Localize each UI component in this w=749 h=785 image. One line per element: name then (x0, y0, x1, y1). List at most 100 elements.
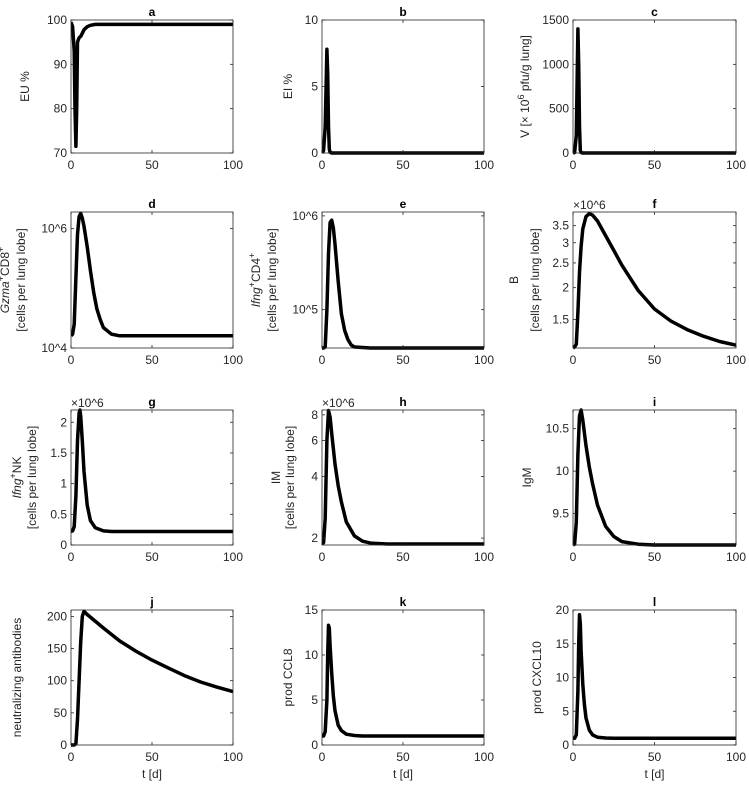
subplot-title: f (653, 197, 658, 211)
x-tick-label: 50 (145, 353, 159, 367)
y-axis-label: prod CCL8 (281, 648, 295, 706)
y-axis-label-part: EI % (281, 74, 295, 100)
subplot-j: 0 50 100 0 50 100 150 200 j neutralizing antibodi… (10, 595, 243, 781)
y-axis-label: IM (269, 471, 283, 484)
x-tick-label: 50 (396, 353, 410, 367)
y-axis-label: Ifng+​CD4+​ (247, 253, 263, 308)
y-tick-label: 0.5 (50, 507, 67, 521)
y-tick-label: 10^4 (41, 341, 67, 355)
y-axis-label: [cells per lung lobe] (25, 426, 39, 529)
y-tick-label: 0 (311, 146, 318, 160)
axes-box (572, 409, 737, 546)
subplot-e: 0 50 100 10^5 10^6 e Ifng+​CD4+​[cells per lun… (247, 197, 494, 367)
y-axis-label-part: CD8 (0, 252, 12, 276)
y-axis-label: B (507, 276, 521, 284)
x-tick-label: 50 (648, 158, 662, 172)
y-axis-label-part: NK (10, 457, 24, 474)
subplot-title: a (149, 5, 156, 19)
axes-box (572, 19, 737, 154)
series-line-i (573, 408, 736, 547)
subplot-title: b (399, 5, 406, 19)
subplot-title: k (400, 595, 407, 609)
y-tick-label: 500 (549, 102, 569, 116)
x-tick-label: 0 (319, 353, 326, 367)
y-axis-label: neutralizing antibodies (10, 618, 24, 737)
x-tick-label: 100 (223, 353, 243, 367)
x-tick-label: 100 (726, 550, 746, 564)
y-axis-label-part: prod CCL8 (281, 648, 295, 706)
x-tick-label: 0 (570, 353, 577, 367)
y-tick-label: 2 (562, 281, 569, 295)
x-tick-label: 50 (648, 550, 662, 564)
y-axis-label-part: Gzma (0, 281, 12, 313)
y-tick-label: 3 (562, 236, 569, 250)
y-tick-label: 1.5 (50, 446, 67, 460)
x-tick-label: 100 (223, 750, 243, 764)
x-tick-label: 50 (145, 550, 159, 564)
y-tick-label: 90 (54, 57, 68, 71)
series-line-a (71, 21, 233, 149)
y-tick-label: 10^6 (292, 209, 318, 223)
y-axis-label-part: CD4 (249, 258, 263, 282)
y-tick-label: 1000 (542, 57, 569, 71)
y-tick-label: 10 (556, 464, 570, 478)
axes-box (572, 211, 737, 349)
y-axis-label-part: neutralizing antibodies (10, 618, 24, 737)
x-tick-label: 50 (396, 750, 410, 764)
x-axis-label: t [d] (142, 767, 162, 781)
x-tick-label: 100 (474, 750, 494, 764)
y-tick-label: 10 (556, 671, 570, 685)
x-tick-label: 0 (68, 158, 75, 172)
y-axis-label-part: IM (269, 471, 283, 484)
y-axis-label-part: pfu/g lung] (518, 35, 532, 94)
y-tick-label: 4 (311, 469, 318, 483)
x-axis-label: t [d] (644, 767, 664, 781)
y-exponent-label: ×10^6 (322, 396, 355, 410)
x-tick-label: 100 (223, 158, 243, 172)
y-exponent-label: ×10^6 (71, 396, 104, 410)
subplot-d: 0 50 100 10^4 10^6 d Gzma+​CD8+​[cells per lun… (0, 197, 243, 367)
y-tick-label: 10^5 (292, 303, 318, 317)
y-axis-label-part: + (8, 473, 18, 478)
subplot-title: j (149, 595, 153, 609)
y-axis-label-part: Ifng (10, 478, 24, 498)
x-axis-label: t [d] (393, 767, 413, 781)
series-line-h (322, 408, 484, 546)
subplot-a: 0 50 100 70 80 90 100 a EU % (18, 5, 243, 172)
subplot-title: l (653, 595, 656, 609)
y-axis-label-part: EU % (18, 71, 32, 102)
subplot-title: i (653, 395, 656, 409)
x-tick-label: 0 (319, 550, 326, 564)
y-axis-label: [cells per lung lobe] (283, 426, 297, 529)
series-line-l (573, 612, 736, 741)
y-tick-label: 1.5 (552, 313, 569, 327)
y-tick-label: 10.5 (546, 422, 570, 436)
y-tick-label: 10 (305, 648, 319, 662)
series-line-g (71, 408, 233, 534)
y-tick-label: 100 (47, 674, 67, 688)
x-tick-label: 50 (145, 158, 159, 172)
y-tick-label: 1 (60, 477, 67, 491)
x-tick-label: 50 (648, 750, 662, 764)
y-axis-label-part: [cells per lung lobe] (14, 228, 28, 331)
y-tick-label: 0 (311, 738, 318, 752)
y-axis-label-part: [cells per lung lobe] (528, 228, 542, 331)
y-tick-label: 10 (305, 13, 319, 27)
y-axis-label-part: [cells per lung lobe] (25, 426, 39, 529)
x-tick-label: 100 (726, 750, 746, 764)
y-axis-label-part: 6 (516, 95, 526, 100)
y-axis-label-part: + (247, 253, 257, 258)
y-tick-label: 2 (60, 415, 67, 429)
x-tick-label: 100 (726, 158, 746, 172)
y-tick-label: 0 (562, 146, 569, 160)
y-tick-label: 1500 (542, 13, 569, 27)
y-tick-label: 0 (60, 538, 67, 552)
y-axis-label: prod CXCL10 (530, 641, 544, 714)
x-tick-label: 0 (570, 158, 577, 172)
y-axis-label-part: [cells per lung lobe] (283, 426, 297, 529)
y-tick-label: 5 (562, 704, 569, 718)
series-line-d (71, 211, 233, 338)
axes-box (70, 211, 234, 349)
y-tick-label: 5 (311, 80, 318, 94)
